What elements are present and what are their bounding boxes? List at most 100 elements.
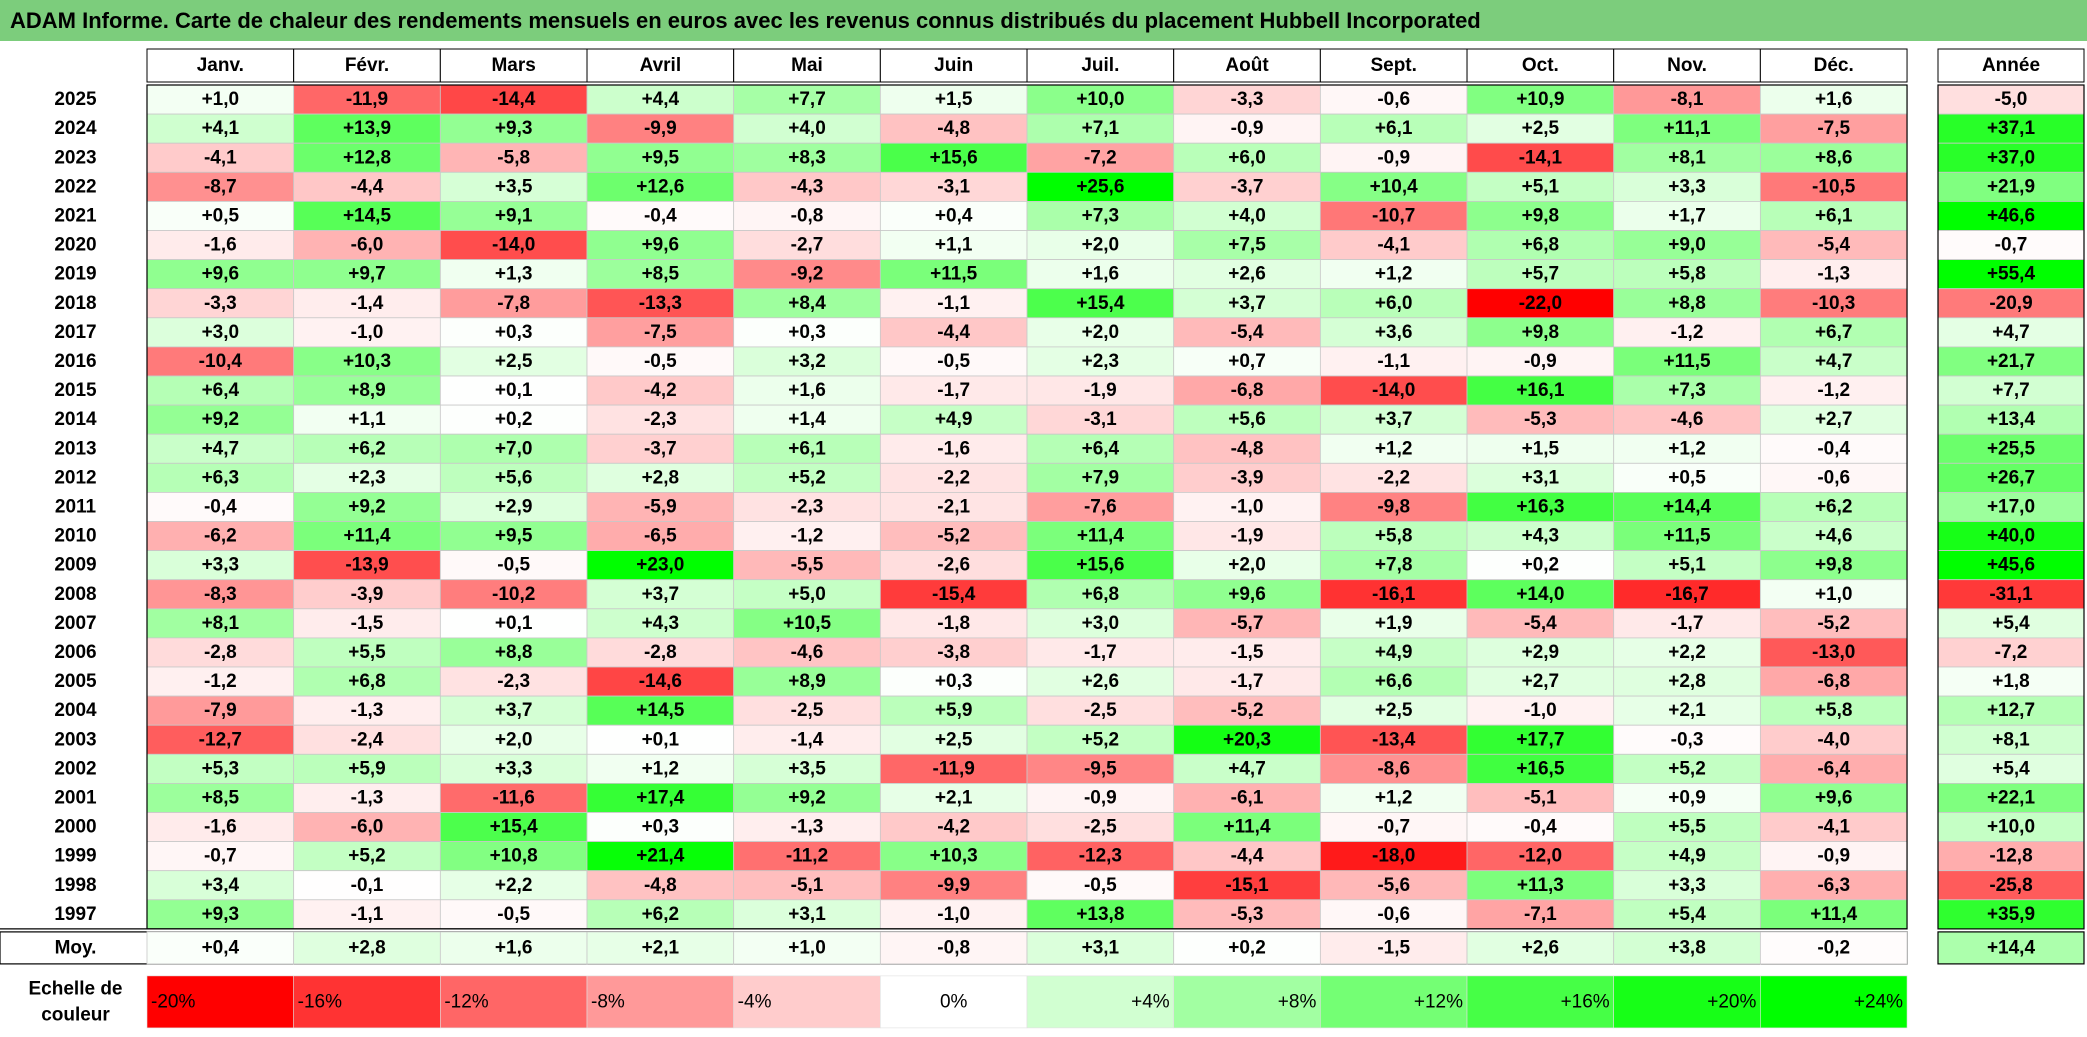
heatmap-cell — [879, 259, 1028, 290]
cell-value: +13,9 — [343, 118, 391, 139]
cell-value: -1,4 — [791, 729, 824, 750]
heatmap-cell — [586, 113, 735, 144]
cell-value: -0,3 — [1671, 729, 1704, 750]
scale-label: 0% — [940, 991, 968, 1012]
cell-value: -12,0 — [1519, 846, 1562, 867]
heatmap-cell — [293, 142, 441, 173]
avg-value: +0,2 — [1228, 937, 1266, 958]
cell-value: -2,5 — [1084, 817, 1117, 838]
heatmap-cell — [586, 841, 735, 872]
cell-value: +11,1 — [1664, 118, 1711, 139]
heatmap-cell — [1173, 259, 1321, 290]
heatmap-cell — [1173, 142, 1321, 173]
heatmap-cell — [586, 550, 735, 581]
cell-value: +9,6 — [1815, 787, 1853, 808]
heatmap-cell — [1319, 637, 1468, 668]
month-header-cell — [586, 48, 735, 83]
annual-header-cell — [1937, 48, 2085, 83]
annual-cell — [1937, 375, 2085, 406]
heatmap-cell — [879, 550, 1028, 581]
cell-value: +2,5 — [1522, 118, 1560, 139]
cell-value: +8,9 — [788, 671, 826, 692]
cell-value: +3,3 — [1668, 176, 1706, 197]
cell-value: +10,3 — [930, 846, 978, 867]
month-header-cell — [1759, 48, 1908, 83]
heatmap-cell — [879, 608, 1028, 639]
cell-value: +1,6 — [1815, 89, 1853, 110]
cell-value: +5,4 — [1668, 904, 1706, 925]
cell-value: -1,6 — [204, 235, 237, 256]
heatmap-cell — [879, 375, 1028, 406]
scale-label: +20% — [1707, 991, 1756, 1012]
cell-value: +9,2 — [788, 787, 826, 808]
heatmap-cell — [733, 841, 881, 872]
cell-value: -0,9 — [1377, 147, 1410, 168]
cell-value: -1,5 — [351, 613, 384, 634]
scale-swatch — [1173, 975, 1321, 1029]
heatmap-cell — [1759, 608, 1908, 639]
heatmap-cell — [1613, 142, 1761, 173]
cell-value: +12,6 — [636, 176, 684, 197]
heatmap-cell — [1466, 317, 1615, 348]
cell-value: +6,6 — [1375, 671, 1413, 692]
heatmap-cell — [1466, 783, 1615, 813]
cell-value: +2,7 — [1522, 671, 1560, 692]
year-label: 2023 — [54, 147, 96, 168]
year-label: 2008 — [54, 584, 96, 605]
cell-value: +14,5 — [343, 205, 392, 226]
cell-value: +8,6 — [1815, 147, 1853, 168]
cell-value: +3,5 — [495, 176, 533, 197]
cell-value: +6,4 — [1082, 438, 1120, 459]
annual-value: -20,9 — [1989, 293, 2032, 314]
month-header-cell — [733, 48, 881, 83]
cell-value: +25,6 — [1076, 176, 1124, 197]
heatmap-cell — [733, 870, 881, 901]
heatmap-cell — [1759, 812, 1908, 843]
cell-value: -8,1 — [1671, 89, 1704, 110]
heatmap-cell — [879, 783, 1028, 813]
cell-value: -6,1 — [1231, 787, 1264, 808]
cell-value: -11,9 — [933, 758, 975, 779]
cell-value: +7,7 — [788, 89, 826, 110]
cell-value: +9,8 — [1522, 322, 1560, 343]
heatmap-cell — [293, 404, 441, 435]
cell-value: +2,0 — [1082, 235, 1120, 256]
cell-value: -13,3 — [639, 293, 682, 314]
cell-value: -10,4 — [199, 351, 243, 372]
heatmap-cell — [146, 870, 295, 901]
heatmap-cell — [733, 637, 881, 668]
cell-value: +2,6 — [1082, 671, 1120, 692]
cell-value: +12,8 — [343, 147, 391, 168]
heatmap-cell — [1173, 346, 1321, 377]
avg-cell — [1759, 931, 1908, 965]
cell-value: -2,8 — [204, 642, 237, 663]
heatmap-cell — [879, 666, 1028, 697]
heatmap-cell — [586, 433, 735, 464]
cell-value: -13,0 — [1812, 642, 1855, 663]
cell-value: +11,4 — [1224, 817, 1271, 838]
heatmap-cell — [1759, 433, 1908, 464]
cell-value: -1,7 — [1231, 671, 1264, 692]
cell-value: -0,4 — [644, 205, 677, 226]
heatmap-cell — [1173, 812, 1321, 843]
heatmap-cell — [146, 608, 295, 639]
cell-value: -1,3 — [351, 700, 384, 721]
annual-value: -0,7 — [1995, 235, 2028, 256]
heatmap-cell — [586, 724, 735, 755]
avg-cell — [1026, 931, 1175, 965]
annual-cell — [1937, 317, 2085, 348]
heatmap-cell — [879, 812, 1028, 843]
annual-value: +21,7 — [1987, 351, 2035, 372]
heatmap-cell — [586, 375, 735, 406]
cell-value: -1,2 — [1817, 380, 1850, 401]
cell-value: -3,3 — [1231, 89, 1264, 110]
cell-value: +3,0 — [202, 322, 240, 343]
cell-value: -14,6 — [639, 671, 682, 692]
cell-value: +3,1 — [788, 904, 826, 925]
heatmap-cell — [1466, 375, 1615, 406]
cell-value: -0,7 — [1377, 817, 1410, 838]
heatmap-cell — [1466, 230, 1615, 261]
cell-value: -1,2 — [791, 526, 824, 547]
heatmap-cell — [879, 317, 1028, 348]
cell-value: +3,7 — [495, 700, 533, 721]
